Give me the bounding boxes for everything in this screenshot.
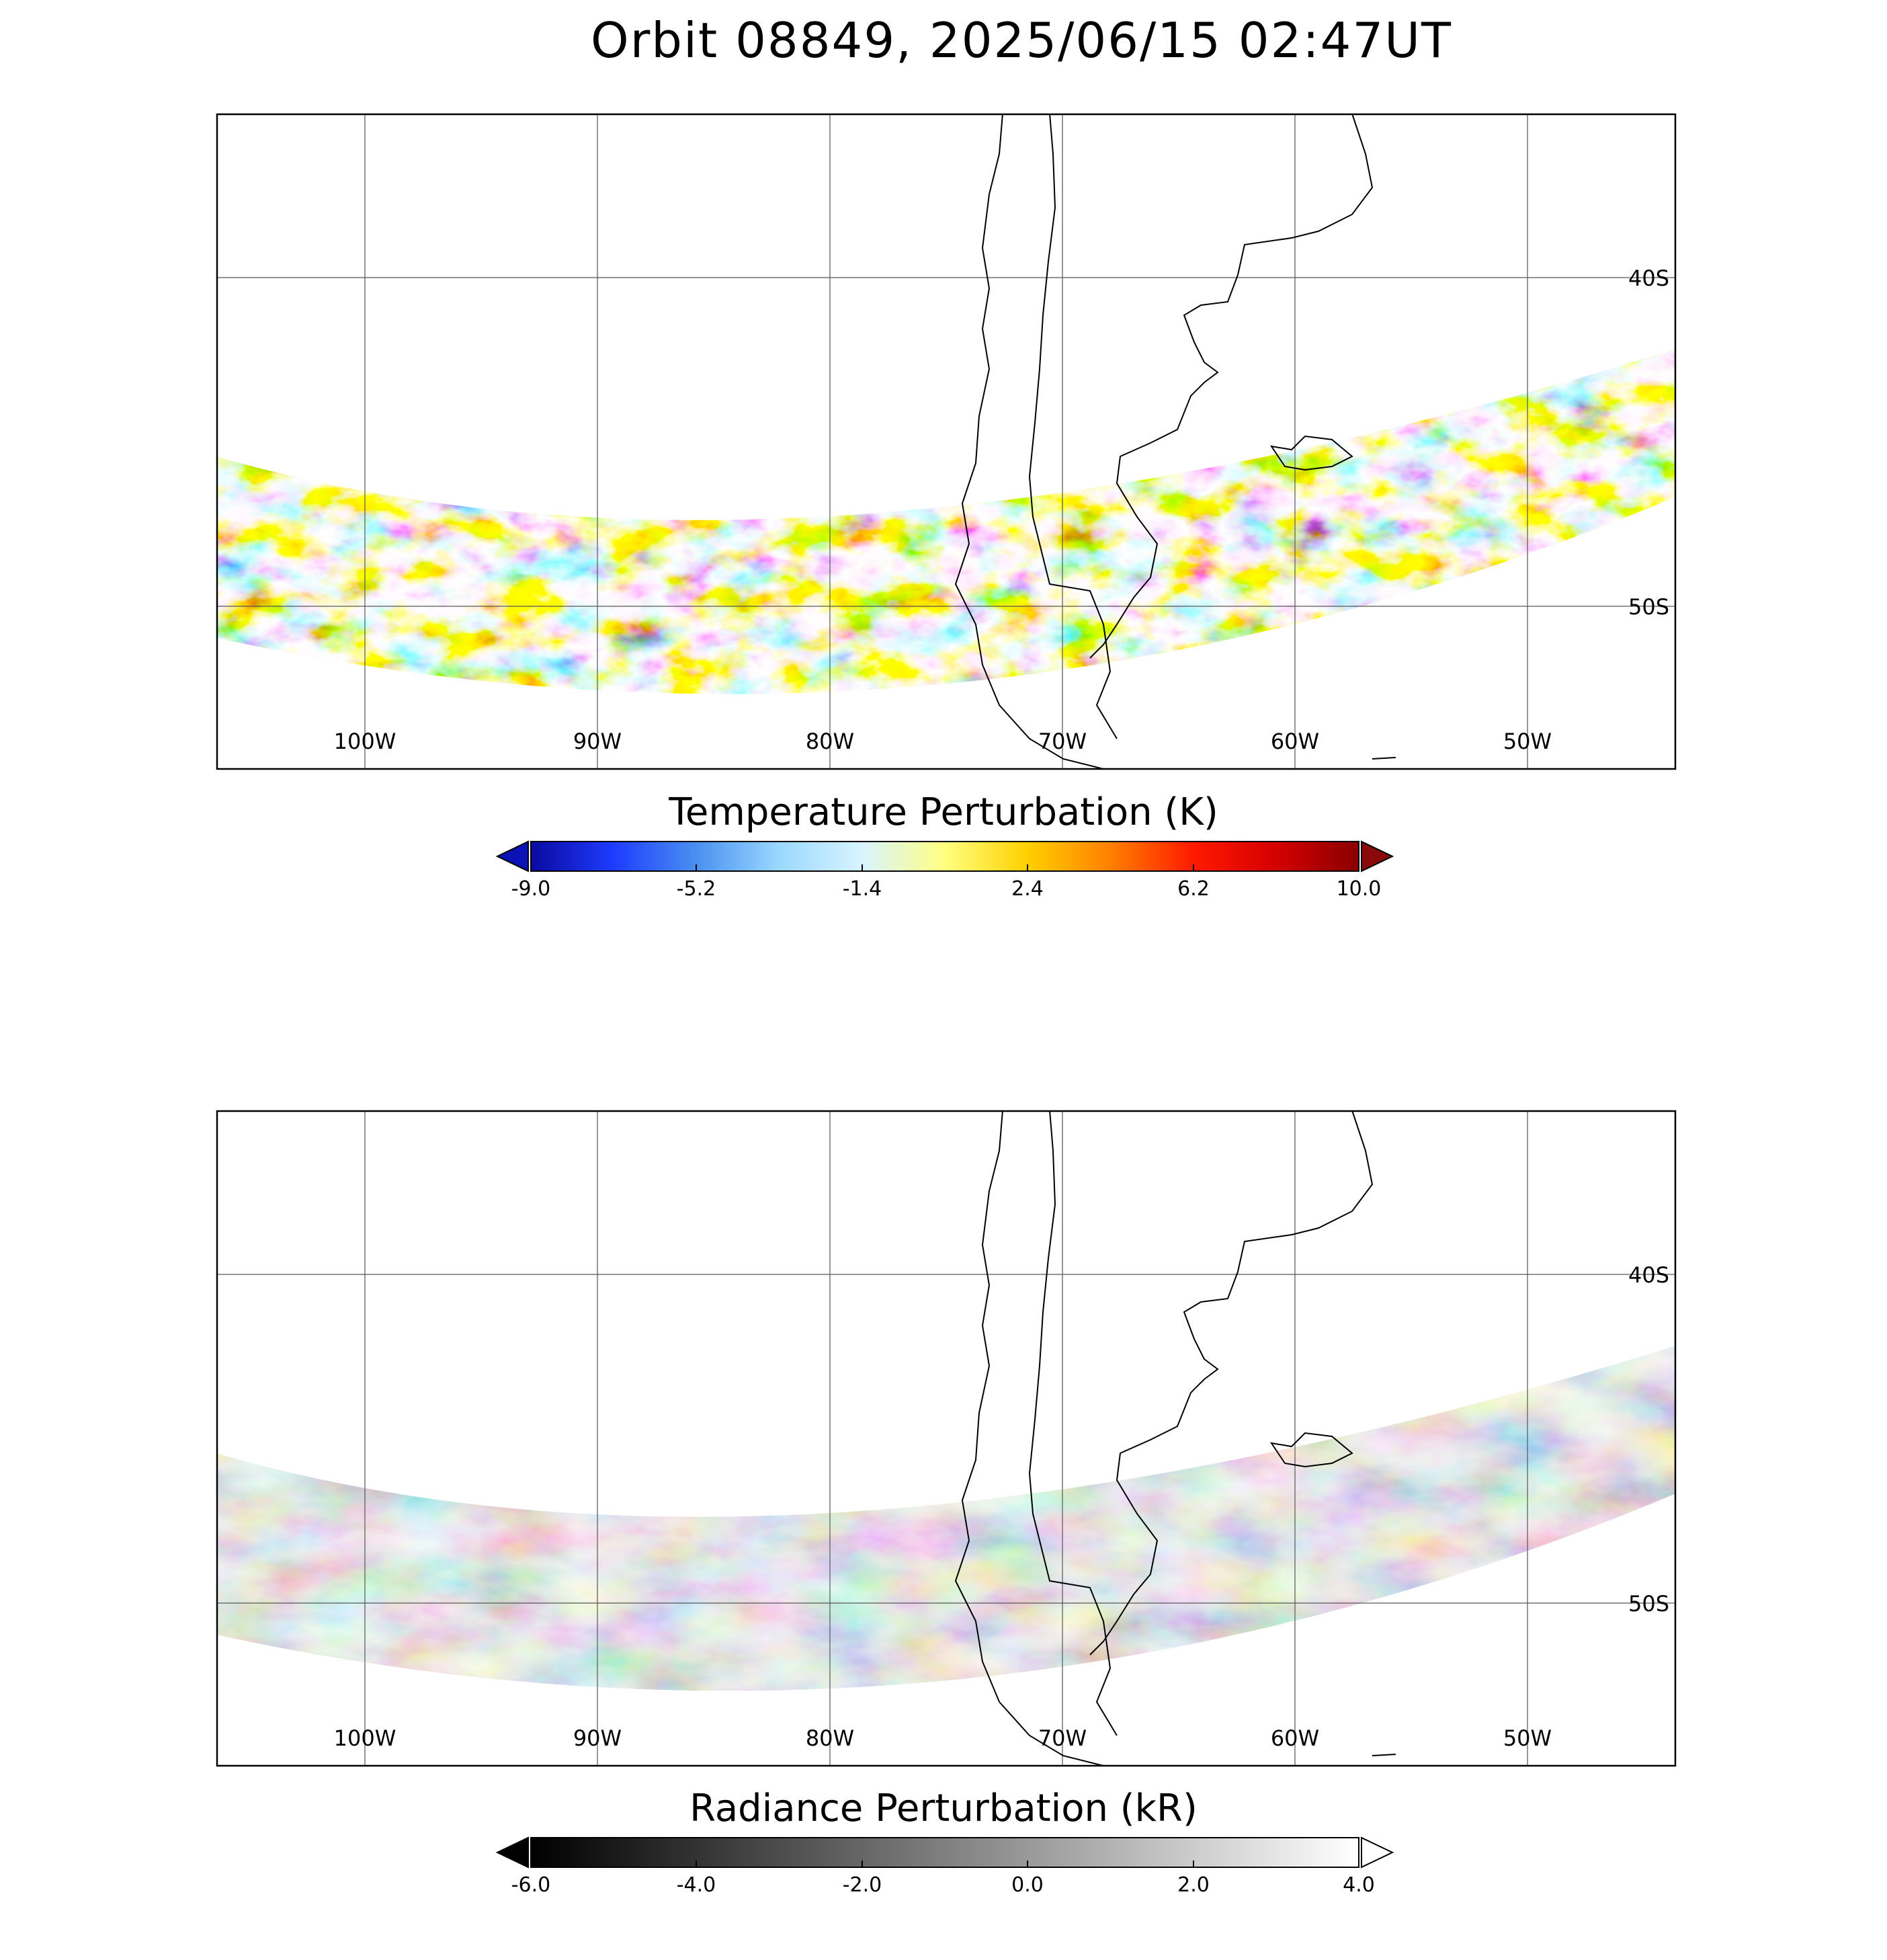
lon-label-70w: 70W [1038,729,1087,754]
lon-label-60w: 60W [1271,1725,1319,1751]
map-frame [216,1110,1677,1767]
lon-label-80w: 80W [806,1725,854,1751]
colorbar-tick: 10.0 [1337,877,1382,901]
colorbar-extend-high [1361,840,1394,872]
graticule [216,1110,1676,1766]
colorbar-tick: 0.0 [1011,1873,1044,1897]
colorbar-tick: 2.0 [1177,1873,1210,1897]
colorbar-extend-high [1361,1836,1394,1869]
coastline [954,113,1396,770]
colorbar-tick: 4.0 [1343,1873,1375,1897]
radiance-map: 100W 90W 80W 70W 60W 50W 40S 50S [216,1110,1677,1767]
radiance-map-svg: 100W 90W 80W 70W 60W 50W 40S 50S [216,1110,1677,1767]
lon-label-90w: 90W [573,1725,622,1751]
temperature-map-svg: 100W 90W 80W 70W 60W 50W 40S 50S [216,113,1677,770]
lon-label-80w: 80W [806,729,854,754]
lat-label-50s: 50S [1628,1591,1669,1617]
coastline [954,1110,1396,1766]
temperature-map: 100W 90W 80W 70W 60W 50W 40S 50S [216,113,1677,770]
lat-label-50s: 50S [1628,594,1669,620]
lat-label-40s: 40S [1628,1262,1669,1288]
colorbar-title-temperature: Temperature Perturbation (K) [669,790,1218,834]
radiance-swath [216,1346,1676,1691]
colorbar-temperature: -9.0 -5.2 -1.4 2.4 6.2 10.0 [495,840,1394,901]
colorbar-tick: 2.4 [1011,877,1044,901]
lon-label-60w: 60W [1271,729,1319,754]
lon-label-50w: 50W [1503,729,1552,754]
lon-label-100w: 100W [334,729,396,754]
colorbar-temperature-svg: -9.0 -5.2 -1.4 2.4 6.2 10.0 [495,840,1394,901]
lon-label-50w: 50W [1503,1725,1552,1751]
temperature-swath [216,349,1676,694]
colorbar-tick: 6.2 [1177,877,1210,901]
lon-label-70w: 70W [1038,1725,1087,1751]
colorbar-tick: -5.2 [677,877,716,901]
lat-label-40s: 40S [1628,266,1669,291]
lon-label-90w: 90W [573,729,622,754]
map-frame [216,113,1677,770]
colorbar-extend-low [495,840,529,872]
colorbar-tick: -6.0 [511,1873,551,1897]
lon-label-100w: 100W [334,1725,396,1751]
colorbar-extend-low [495,1836,529,1869]
colorbar-tick: -1.4 [843,877,882,901]
colorbar-tick: -9.0 [511,877,551,901]
colorbar-title-radiance: Radiance Perturbation (kR) [689,1787,1198,1830]
plot-title: Orbit 08849, 2025/06/15 02:47UT [591,12,1452,69]
colorbar-tick: -4.0 [677,1873,716,1897]
colorbar-tick: -2.0 [843,1873,882,1897]
colorbar-radiance-gradient [530,1837,1359,1868]
colorbar-temperature-gradient [530,841,1359,872]
colorbar-radiance: -6.0 -4.0 -2.0 0.0 2.0 4.0 [495,1836,1394,1897]
colorbar-radiance-svg: -6.0 -4.0 -2.0 0.0 2.0 4.0 [495,1836,1394,1897]
graticule [216,114,1676,770]
